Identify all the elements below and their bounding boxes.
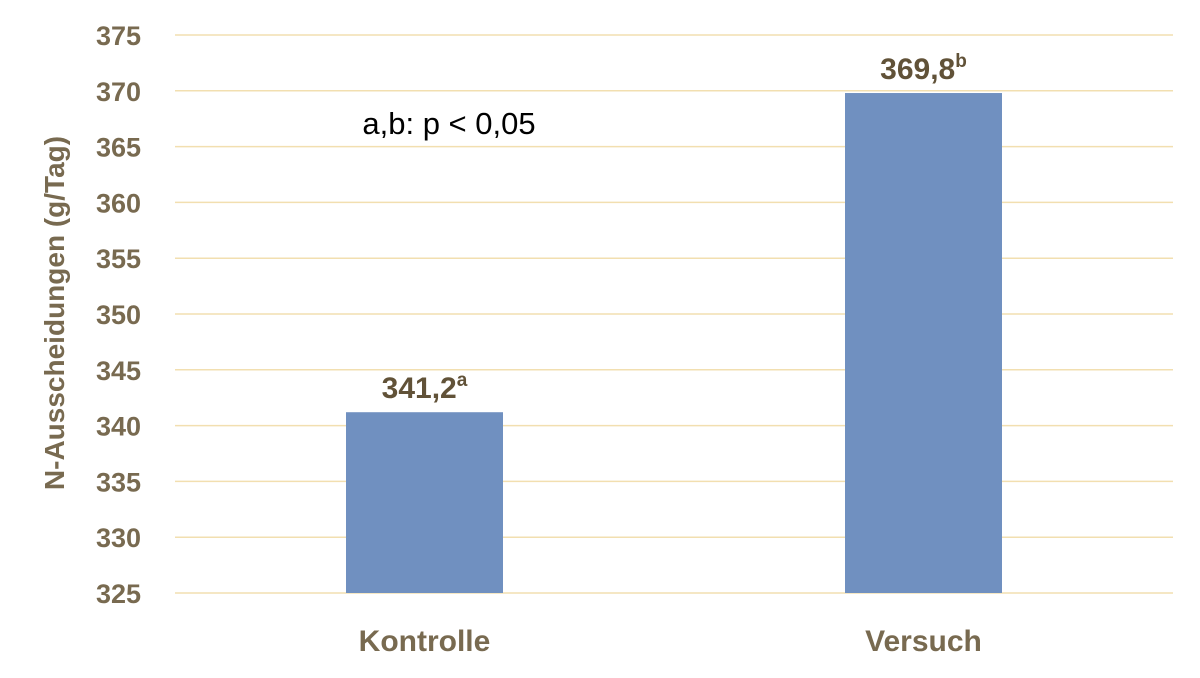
y-tick-label: 375: [96, 21, 141, 51]
data-labels: 341,2a 369,8b: [382, 51, 967, 405]
y-tick-label: 360: [96, 188, 141, 218]
x-axis-categories: Kontrolle Versuch: [359, 625, 982, 658]
x-category-label: Versuch: [865, 625, 982, 658]
y-tick-label: 345: [96, 356, 141, 386]
y-tick-label: 370: [96, 77, 141, 107]
y-axis-title: N-Ausscheidungen (g/Tag): [39, 136, 70, 490]
y-tick-label: 355: [96, 244, 141, 274]
y-tick-label: 335: [96, 467, 141, 497]
bars: [346, 93, 1002, 594]
bar-kontrolle: [346, 412, 503, 593]
y-axis-ticks: 325 330 335 340 345 350 355 360 365 370 375: [96, 21, 141, 609]
x-category-label: Kontrolle: [359, 625, 491, 658]
y-tick-label: 350: [96, 300, 141, 330]
y-tick-label: 325: [96, 579, 141, 609]
y-tick-label: 340: [96, 412, 141, 442]
data-label-versuch: 369,8b: [880, 51, 967, 86]
y-tick-label: 330: [96, 523, 141, 553]
data-label-kontrolle: 341,2a: [382, 370, 468, 405]
significance-annotation: a,b: p < 0,05: [362, 106, 535, 141]
gridlines: [175, 34, 1173, 594]
y-tick-label: 365: [96, 133, 141, 163]
bar-versuch: [845, 93, 1002, 594]
